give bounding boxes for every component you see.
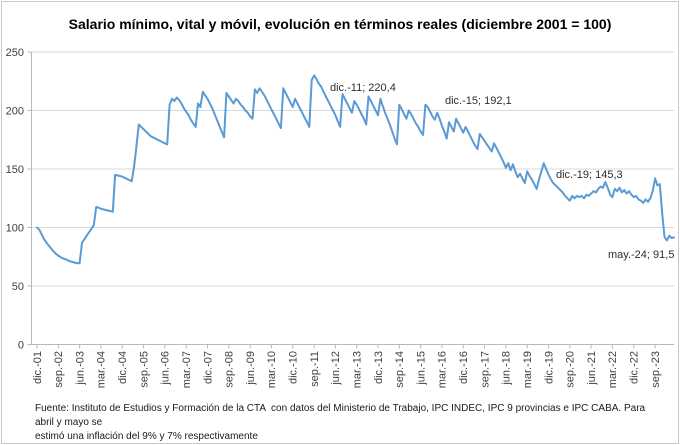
- x-axis-label: sep.-23: [650, 351, 662, 388]
- chart-title: Salario mínimo, vital y móvil, evolución…: [68, 16, 612, 32]
- x-axis-label: sep.-02: [53, 351, 65, 388]
- x-axis-label: jun.-12: [330, 351, 342, 386]
- x-axis-label: sep.-08: [224, 351, 236, 388]
- x-axis-label: dic.-10: [288, 351, 300, 384]
- x-axis-label: sep.-20: [565, 351, 577, 388]
- x-axis-label: mar.-07: [181, 351, 193, 388]
- y-axis-label: 200: [6, 106, 24, 118]
- x-axis-label: mar.-16: [437, 351, 449, 388]
- x-axis-label: jun.-18: [501, 351, 513, 386]
- x-axis-label: jun.-15: [415, 351, 427, 386]
- x-axis-label: jun.-09: [245, 351, 257, 386]
- data-label: dic.-19; 145,3: [556, 169, 623, 181]
- source-note: Fuente: Instituto de Estudios y Formació…: [35, 402, 655, 444]
- x-axis-label: dic.-04: [117, 351, 129, 384]
- x-axis-label: dic.-07: [202, 351, 214, 384]
- y-axis-label: 150: [6, 164, 24, 176]
- x-axis-label: jun.-03: [74, 351, 86, 386]
- y-axis-label: 50: [12, 281, 24, 293]
- source-line-2: estimó una inflación del 9% y 7% respect…: [35, 431, 258, 442]
- x-axis-label: dic.-16: [458, 351, 470, 384]
- x-axis-label: dic.-13: [373, 351, 385, 384]
- data-label: dic.-15; 192,1: [445, 95, 512, 107]
- source-line-1: Fuente: Instituto de Estudios y Formació…: [35, 403, 648, 428]
- x-axis-label: sep.-05: [138, 351, 150, 388]
- x-axis-label: sep.-14: [394, 351, 406, 388]
- x-axis-label: mar.-10: [266, 351, 278, 388]
- x-axis-label: sep.-17: [479, 351, 491, 388]
- x-axis-label: jun.-06: [160, 351, 172, 386]
- data-label: may.-24; 91,5: [608, 249, 674, 261]
- y-axis-label: 0: [18, 340, 24, 352]
- x-axis-label: mar.-13: [351, 351, 363, 388]
- x-axis-label: dic.-01: [32, 351, 44, 384]
- y-axis-label: 100: [6, 223, 24, 235]
- x-axis-label: jun.-21: [586, 351, 598, 386]
- x-axis-label: mar.-19: [522, 351, 534, 388]
- data-line-salario-minimo-real: [36, 74, 675, 265]
- x-axis-label: mar.-22: [607, 351, 619, 388]
- x-axis-label: dic.-19: [543, 351, 555, 384]
- y-axis-label: 250: [6, 47, 24, 59]
- x-axis-label: dic.-22: [629, 351, 641, 384]
- x-axis-label: mar.-04: [96, 351, 108, 388]
- x-axis-label: sep.-11: [309, 351, 321, 387]
- data-label: dic.-11; 220,4: [330, 82, 396, 94]
